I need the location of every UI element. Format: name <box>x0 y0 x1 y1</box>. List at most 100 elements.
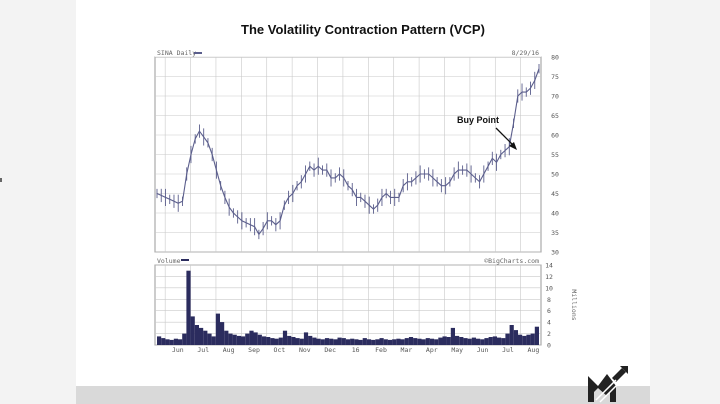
x-tick-label: May <box>451 346 463 354</box>
x-tick-label: Feb <box>375 346 387 354</box>
volume-bar <box>287 335 292 345</box>
volume-bar <box>354 339 359 345</box>
volume-bar <box>484 338 489 345</box>
price-y-tick-label: 55 <box>551 151 559 159</box>
volume-bar <box>459 337 464 345</box>
price-y-tick-label: 65 <box>551 112 559 120</box>
volume-legend-swatch <box>181 259 189 261</box>
footer-band <box>76 386 650 404</box>
volume-bar <box>257 334 262 345</box>
volume-bar <box>438 337 443 345</box>
volume-bar <box>261 336 267 345</box>
volume-bar <box>274 338 279 345</box>
volume-bar <box>396 338 401 345</box>
volume-bar <box>316 338 321 345</box>
volume-bar <box>371 339 376 345</box>
volume-bar <box>534 326 539 345</box>
x-tick-label: Jul <box>502 346 514 354</box>
volume-bar <box>501 338 506 345</box>
volume-y-tick-label: 10 <box>545 284 553 292</box>
volume-bar <box>429 338 435 345</box>
volume-bar <box>253 332 258 345</box>
volume-bar <box>509 325 514 345</box>
volume-grid <box>155 264 541 346</box>
volume-bar <box>341 338 346 345</box>
price-y-tick-label: 60 <box>551 132 559 140</box>
volume-y-tick-label: 12 <box>545 273 553 281</box>
price-y-tick-label: 45 <box>551 190 559 198</box>
x-tick-label: Jun <box>172 346 184 354</box>
volume-bar <box>308 335 313 345</box>
volume-bar <box>358 339 363 345</box>
annotation-arrow-icon <box>495 127 517 150</box>
volume-bar <box>161 338 166 345</box>
buy-point-label: Buy Point <box>457 115 499 125</box>
volume-bar <box>463 338 468 345</box>
price-header <box>155 48 541 57</box>
volume-bar <box>220 322 225 345</box>
volume-bar <box>282 330 288 345</box>
volume-bar <box>211 336 216 345</box>
left-margin <box>0 0 76 404</box>
volume-bar <box>215 313 220 345</box>
volume-bar <box>366 339 372 345</box>
volume-bar <box>241 336 246 345</box>
price-legend-swatch <box>194 52 202 54</box>
volume-bar <box>320 339 325 345</box>
volume-bar <box>522 335 527 345</box>
volume-bar <box>236 335 241 345</box>
volume-bar <box>278 337 283 345</box>
price-y-tick-label: 50 <box>551 171 559 179</box>
price-y-tick-label: 30 <box>551 249 559 257</box>
volume-bar <box>199 327 204 345</box>
volume-y-tick-label: 0 <box>547 342 551 350</box>
volume-bar <box>383 339 388 345</box>
volume-bar <box>505 333 510 345</box>
edge-marker <box>0 178 2 182</box>
volume-bar <box>375 339 380 345</box>
price-header-right: 8/29/16 <box>512 49 539 57</box>
volume-bar <box>518 334 523 345</box>
volume-bar <box>270 338 275 345</box>
volume-bar <box>442 336 447 345</box>
volume-bar <box>299 338 304 345</box>
volume-bar <box>232 334 237 345</box>
volume-bar <box>408 337 414 345</box>
volume-bar <box>194 325 199 345</box>
x-tick-label: Sep <box>248 346 260 354</box>
volume-bar <box>228 333 233 345</box>
volume-bar <box>425 338 430 345</box>
volume-y-ticks: 0 2 4 6 8 10 12 14 <box>545 262 553 350</box>
volume-bar <box>455 335 460 345</box>
volume-bar <box>203 330 208 345</box>
volume-bar <box>404 338 409 345</box>
volume-bar <box>350 338 355 345</box>
x-tick-label: Oct <box>274 346 286 354</box>
volume-y-tick-label: 2 <box>547 330 551 338</box>
volume-ylabel: Millions <box>570 289 578 320</box>
x-tick-label: Aug <box>528 346 540 354</box>
x-tick-label: 16 <box>352 346 360 354</box>
volume-bar <box>186 270 191 345</box>
x-tick-label: Mar <box>401 346 413 354</box>
volume-bar <box>329 338 334 345</box>
volume-bar <box>526 334 531 345</box>
price-grid <box>155 56 541 253</box>
volume-bar <box>266 337 271 345</box>
stylized-M-logo-icon <box>588 366 628 403</box>
volume-y-tick-label: 8 <box>547 296 551 304</box>
volume-bar <box>291 337 296 345</box>
volume-y-tick-label: 4 <box>547 319 551 327</box>
volume-bar <box>169 339 174 345</box>
x-tick-label: Jul <box>197 346 209 354</box>
price-y-tick-label: 70 <box>551 93 559 101</box>
volume-bar <box>337 337 342 345</box>
volume-bar <box>312 337 317 345</box>
volume-header-right: ©BigCharts.com <box>484 257 539 265</box>
volume-bar <box>400 339 405 345</box>
price-series <box>156 64 540 240</box>
volume-bar <box>379 338 384 345</box>
volume-bar <box>245 333 250 345</box>
volume-bar <box>476 338 481 345</box>
